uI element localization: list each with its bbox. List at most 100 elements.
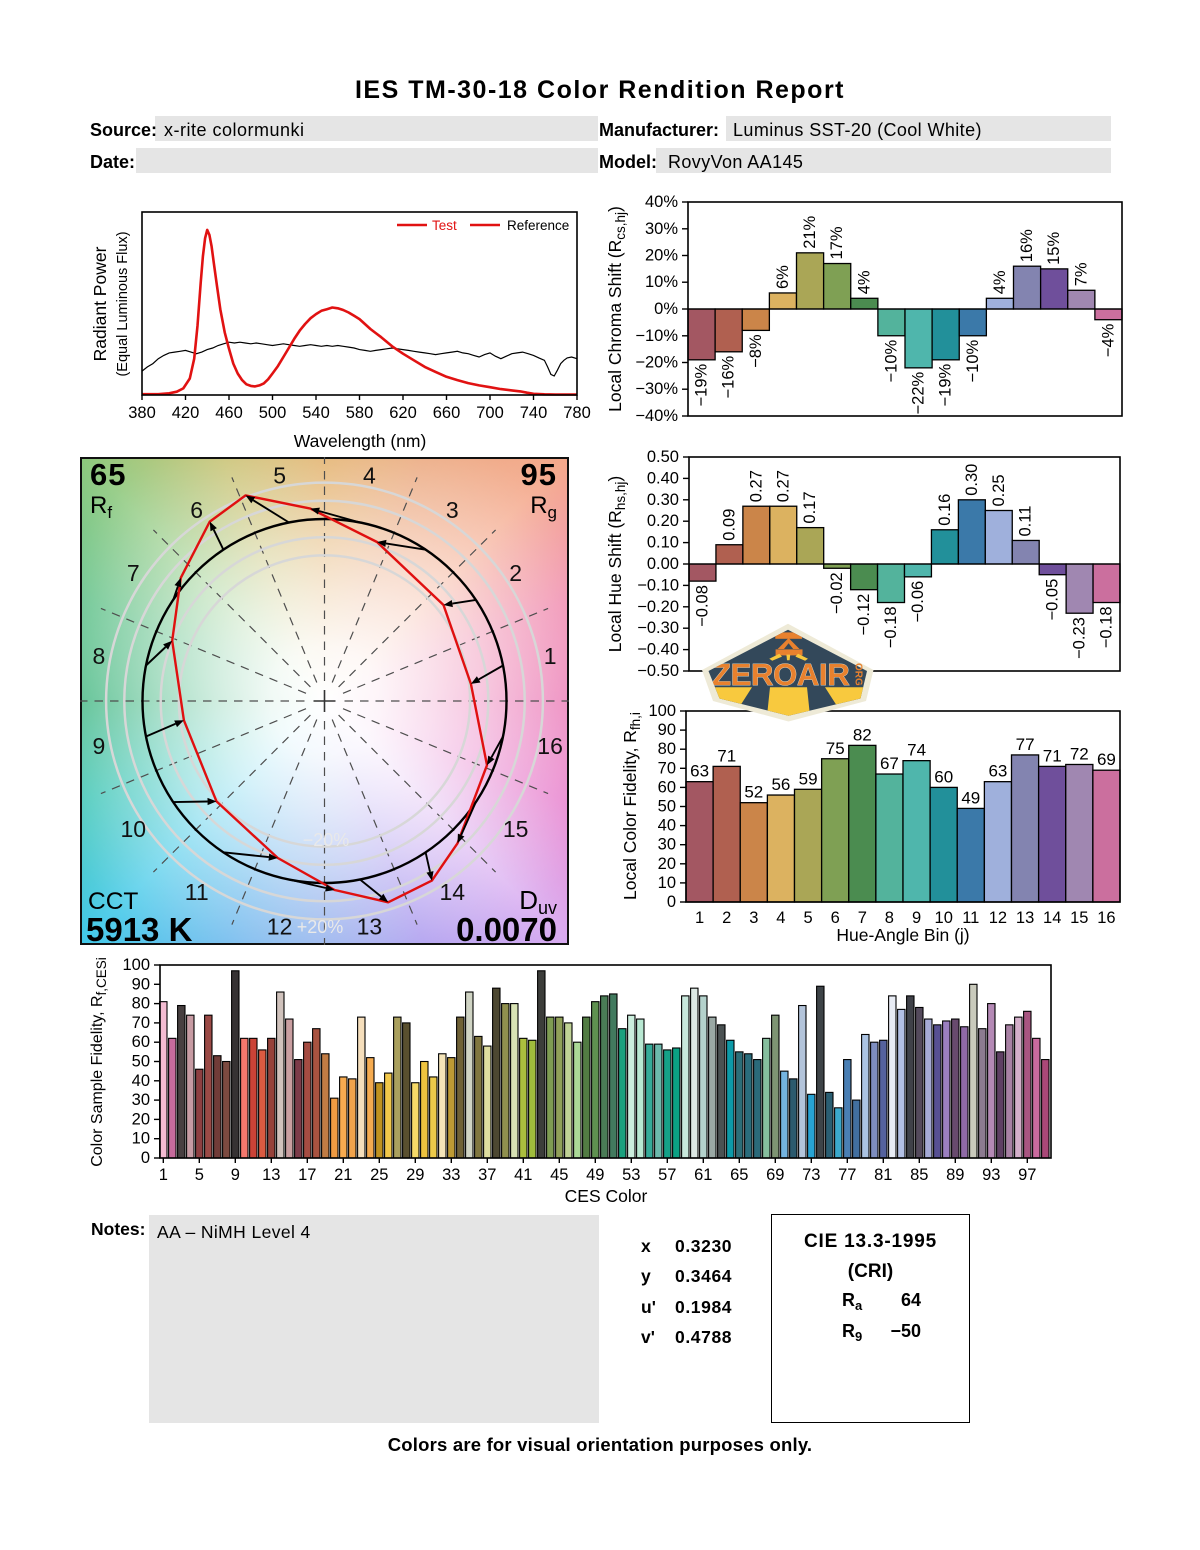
svg-text:6%: 6% (774, 265, 792, 289)
svg-text:0.40: 0.40 (647, 469, 679, 487)
svg-text:49: 49 (961, 788, 980, 807)
svg-text:14: 14 (440, 879, 466, 905)
svg-text:61: 61 (694, 1166, 712, 1184)
svg-text:0: 0 (141, 1149, 150, 1167)
svg-text:10: 10 (132, 1130, 150, 1148)
svg-text:15: 15 (1070, 909, 1088, 927)
svg-text:Local Hue Shift (Rhs,hj): Local Hue Shift (Rhs,hj) (605, 476, 628, 652)
svg-text:71: 71 (1043, 746, 1062, 765)
svg-text:7: 7 (858, 909, 867, 927)
svg-text:−0.18: −0.18 (1098, 607, 1116, 649)
svg-text:780: 780 (563, 404, 591, 422)
svg-text:5: 5 (195, 1166, 204, 1184)
svg-text:7%: 7% (1072, 262, 1090, 286)
svg-text:52: 52 (744, 783, 763, 802)
svg-text:49: 49 (586, 1166, 604, 1184)
svg-text:−16%: −16% (720, 355, 738, 398)
svg-text:Rg: Rg (530, 492, 557, 522)
svg-text:0.0070: 0.0070 (456, 911, 557, 945)
svg-text:−0.40: −0.40 (637, 641, 679, 659)
svg-text:−40%: −40% (635, 407, 678, 425)
svg-text:5: 5 (804, 909, 813, 927)
svg-text:1: 1 (695, 909, 704, 927)
svg-text:CES Color: CES Color (565, 1186, 648, 1206)
svg-text:75: 75 (826, 739, 845, 758)
svg-text:500: 500 (259, 404, 287, 422)
svg-text:20: 20 (132, 1110, 150, 1128)
svg-text:−20%: −20% (303, 830, 350, 850)
svg-text:7: 7 (127, 560, 140, 586)
svg-text:0.30: 0.30 (963, 464, 981, 496)
svg-text:0: 0 (667, 893, 676, 911)
svg-text:Wavelength (nm): Wavelength (nm) (294, 431, 427, 451)
svg-text:90: 90 (658, 721, 676, 739)
svg-text:12: 12 (267, 914, 293, 940)
svg-text:10: 10 (121, 816, 147, 842)
svg-text:4: 4 (776, 909, 785, 927)
svg-text:0.11: 0.11 (1017, 506, 1035, 537)
svg-text:380: 380 (128, 404, 156, 422)
svg-text:(Equal Luminous Flux): (Equal Luminous Flux) (115, 231, 131, 376)
svg-text:59: 59 (799, 769, 818, 788)
svg-text:−10%: −10% (882, 339, 900, 382)
svg-text:20: 20 (658, 855, 676, 873)
svg-text:40: 40 (658, 817, 676, 835)
svg-text:−0.50: −0.50 (637, 662, 679, 680)
svg-text:37: 37 (478, 1166, 496, 1184)
svg-text:80: 80 (658, 740, 676, 758)
svg-text:50: 50 (132, 1053, 150, 1071)
svg-text:16: 16 (1097, 909, 1115, 927)
svg-text:Test: Test (432, 218, 457, 233)
svg-text:40%: 40% (645, 193, 678, 211)
svg-text:9: 9 (231, 1166, 240, 1184)
svg-text:70: 70 (658, 759, 676, 777)
svg-text:70: 70 (132, 1014, 150, 1032)
svg-text:15%: 15% (1045, 232, 1063, 265)
svg-text:63: 63 (988, 762, 1007, 781)
svg-text:17: 17 (298, 1166, 316, 1184)
svg-text:0.27: 0.27 (774, 470, 792, 502)
svg-text:97: 97 (1018, 1166, 1036, 1184)
svg-text:−4%: −4% (1099, 323, 1117, 357)
svg-text:11: 11 (962, 909, 979, 927)
svg-text:540: 540 (302, 404, 330, 422)
svg-text:Reference: Reference (507, 218, 569, 233)
svg-text:0.27: 0.27 (747, 470, 765, 502)
svg-text:−8%: −8% (747, 334, 765, 368)
svg-text:89: 89 (946, 1166, 964, 1184)
svg-text:21%: 21% (801, 215, 819, 248)
svg-text:−0.06: −0.06 (909, 581, 927, 623)
svg-text:60: 60 (934, 767, 953, 786)
svg-text:80: 80 (132, 995, 150, 1013)
svg-text:14: 14 (1043, 909, 1061, 927)
svg-text:16: 16 (537, 733, 563, 759)
svg-text:−22%: −22% (910, 371, 928, 414)
svg-text:620: 620 (389, 404, 417, 422)
svg-text:+20%: +20% (297, 917, 344, 937)
svg-text:11: 11 (185, 879, 209, 905)
svg-text:45: 45 (550, 1166, 568, 1184)
svg-text:−0.10: −0.10 (637, 576, 679, 594)
svg-text:4%: 4% (855, 270, 873, 294)
svg-text:5913 K: 5913 K (86, 911, 193, 945)
svg-text:65: 65 (90, 457, 126, 492)
svg-text:4: 4 (363, 462, 376, 488)
svg-text:74: 74 (907, 741, 926, 760)
svg-text:−0.20: −0.20 (637, 598, 679, 616)
svg-text:700: 700 (476, 404, 504, 422)
svg-text:−19%: −19% (693, 363, 711, 406)
svg-text:0.16: 0.16 (936, 494, 954, 526)
svg-text:−0.02: −0.02 (828, 572, 846, 614)
svg-text:16%: 16% (1018, 229, 1036, 262)
svg-text:−19%: −19% (937, 363, 955, 406)
svg-text:0.10: 0.10 (647, 534, 679, 552)
svg-text:420: 420 (172, 404, 200, 422)
svg-text:60: 60 (658, 778, 676, 796)
svg-text:67: 67 (880, 754, 899, 773)
svg-text:−0.30: −0.30 (637, 619, 679, 637)
svg-text:13: 13 (262, 1166, 280, 1184)
svg-text:580: 580 (346, 404, 374, 422)
svg-text:−0.05: −0.05 (1044, 579, 1062, 621)
svg-text:71: 71 (717, 746, 736, 765)
svg-text:ZEROAIR: ZEROAIR (712, 657, 849, 692)
